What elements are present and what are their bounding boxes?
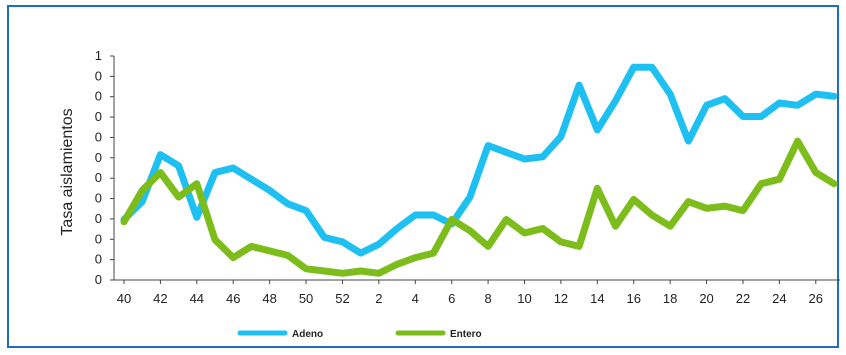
x-ticks: 40 42 44 46 48 50 52 2 4 6 8 10 12 14 16 18 20 22 24 26 [117,280,823,306]
series-line-entero [120,137,838,277]
y-tick-label: 0 [95,68,102,83]
x-tick-label: 2 [375,291,382,306]
x-tick-label: 12 [554,291,568,306]
legend-label-entero: Entero [450,329,482,340]
y-tick-label: 0 [95,191,102,206]
x-tick-label: 46 [226,291,240,306]
x-tick-label: 42 [153,291,167,306]
x-tick-label: 48 [262,291,276,306]
x-tick-label: 40 [117,291,131,306]
y-tick-label: 0 [95,231,102,246]
x-tick-label: 50 [299,291,313,306]
y-tick-label: 0 [95,150,102,165]
x-tick-label: 18 [663,291,677,306]
legend-label-adeno: Adeno [292,329,323,340]
x-tick-label: 10 [517,291,531,306]
x-tick-label: 4 [412,291,419,306]
y-tick-label: 0 [95,129,102,144]
x-tick-label: 44 [190,291,204,306]
x-tick-label: 26 [809,291,823,306]
y-axis-label: Tasa aislamientos [59,108,76,235]
x-tick-label: 22 [736,291,750,306]
series-line-adeno [120,63,838,257]
x-tick-label: 20 [699,291,713,306]
y-tick-label: 0 [95,211,102,226]
x-tick-label: 14 [590,291,604,306]
y-tick-label: 0 [95,109,102,124]
series-lines [120,63,838,277]
y-tick-label: 0 [95,272,102,287]
y-ticks: 0 0 0 0 0 0 0 0 0 0 0 1 [95,48,114,287]
legend: Adeno Entero [237,329,482,340]
y-tick-label: 0 [95,252,102,267]
y-tick-label: 0 [95,170,102,185]
x-tick-label: 8 [484,291,491,306]
x-tick-label: 52 [335,291,349,306]
x-tick-label: 24 [772,291,786,306]
chart-frame [7,5,839,348]
x-tick-label: 6 [448,291,455,306]
y-tick-label: 1 [95,48,102,63]
y-tick-label: 0 [95,89,102,104]
x-tick-label: 16 [627,291,641,306]
